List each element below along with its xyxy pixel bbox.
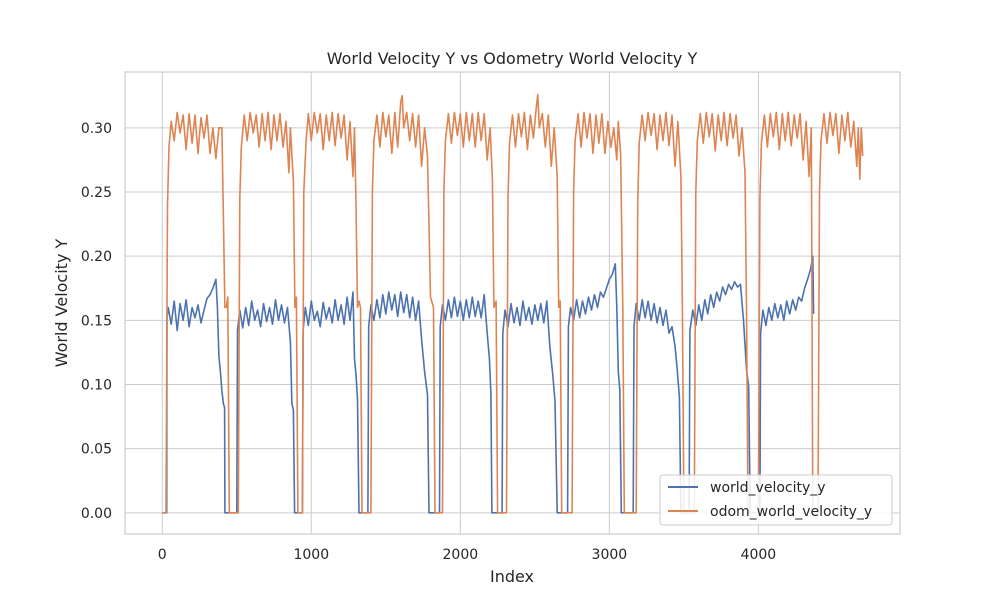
y-tick-label: 0.10 — [81, 377, 112, 393]
y-tick-label: 0.30 — [81, 121, 112, 137]
y-tick-label: 0.00 — [81, 506, 112, 522]
plot-frame — [124, 71, 901, 535]
legend-box — [659, 474, 893, 526]
x-tick-label: 0 — [158, 547, 167, 563]
chart-title: World Velocity Y vs Odometry World Veloc… — [327, 49, 698, 68]
x-tick-label: 4000 — [741, 547, 777, 563]
x-tick-label: 3000 — [592, 547, 628, 563]
x-tick-label: 2000 — [443, 547, 479, 563]
series-line-odom-world-velocity-y — [162, 93, 864, 514]
y-tick-label: 0.15 — [81, 313, 112, 329]
y-axis-ticks: 0.00 0.05 0.10 0.15 0.20 0.25 0.30 — [81, 121, 112, 522]
x-axis-ticks: 0 1000 2000 3000 4000 — [158, 547, 776, 563]
y-tick-label: 0.20 — [81, 249, 112, 265]
series-layer — [162, 93, 864, 514]
legend: world_velocity_y odom_world_velocity_y — [659, 474, 893, 526]
series-line-world-velocity-y — [162, 255, 815, 514]
y-axis-label: World Velocity Y — [52, 238, 71, 367]
legend-label: odom_world_velocity_y — [710, 504, 872, 520]
x-tick-label: 1000 — [293, 547, 329, 563]
y-tick-label: 0.25 — [81, 185, 112, 201]
legend-label: world_velocity_y — [710, 480, 826, 496]
x-axis-label: Index — [490, 567, 534, 586]
y-tick-label: 0.05 — [81, 442, 112, 458]
